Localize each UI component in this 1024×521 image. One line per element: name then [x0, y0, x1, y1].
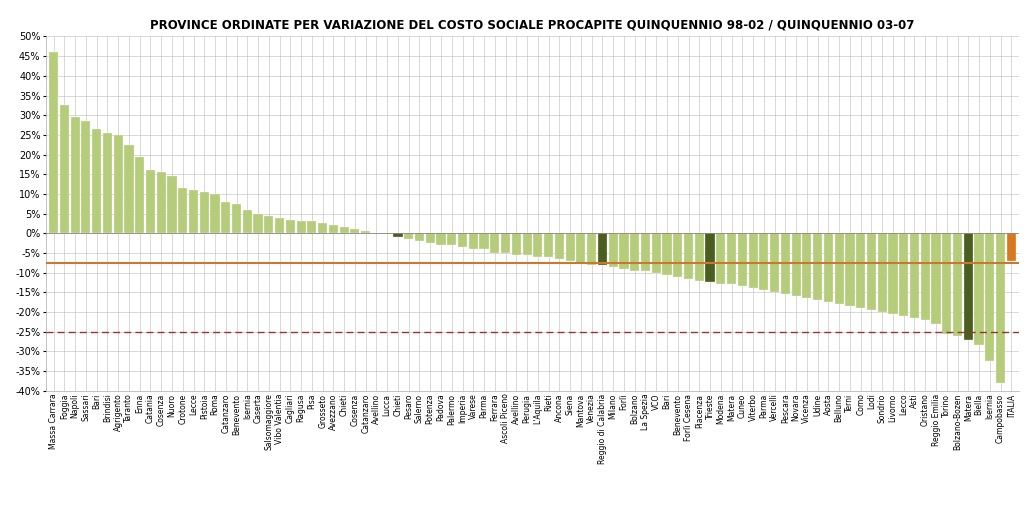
Bar: [803, 233, 811, 298]
Bar: [254, 214, 262, 233]
Bar: [889, 233, 898, 314]
Bar: [587, 233, 596, 265]
Bar: [81, 121, 90, 233]
Bar: [232, 204, 241, 233]
Bar: [145, 170, 155, 233]
Bar: [577, 233, 586, 263]
Bar: [932, 233, 941, 324]
Bar: [200, 192, 209, 233]
Bar: [286, 219, 295, 233]
Bar: [135, 156, 144, 233]
Bar: [953, 233, 963, 336]
Bar: [221, 202, 230, 233]
Bar: [544, 233, 553, 257]
Bar: [329, 226, 338, 233]
Bar: [318, 224, 328, 233]
Bar: [867, 233, 876, 310]
Bar: [501, 233, 510, 253]
Bar: [996, 233, 1006, 383]
Bar: [404, 233, 414, 239]
Bar: [189, 190, 198, 233]
Bar: [49, 52, 58, 233]
Bar: [436, 233, 445, 245]
Bar: [469, 233, 478, 249]
Bar: [426, 233, 435, 243]
Bar: [372, 232, 381, 233]
Bar: [157, 172, 166, 233]
Bar: [211, 194, 219, 233]
Bar: [383, 233, 392, 234]
Bar: [608, 233, 617, 267]
Bar: [651, 233, 660, 272]
Bar: [878, 233, 887, 312]
Bar: [124, 145, 133, 233]
Bar: [921, 233, 930, 320]
Bar: [1007, 233, 1016, 261]
Bar: [114, 135, 123, 233]
Bar: [447, 233, 457, 245]
Bar: [59, 105, 69, 233]
Bar: [71, 117, 80, 233]
Bar: [512, 233, 521, 255]
Bar: [964, 233, 973, 340]
Bar: [167, 176, 176, 233]
Bar: [694, 233, 703, 280]
Bar: [780, 233, 790, 294]
Bar: [716, 233, 725, 284]
Bar: [727, 233, 736, 284]
Bar: [749, 233, 758, 289]
Bar: [737, 233, 746, 287]
Bar: [479, 233, 488, 249]
Bar: [942, 233, 951, 333]
Title: PROVINCE ORDINATE PER VARIAZIONE DEL COSTO SOCIALE PROCAPITE QUINQUENNIO 98-02 /: PROVINCE ORDINATE PER VARIAZIONE DEL COS…: [151, 18, 914, 31]
Bar: [178, 188, 187, 233]
Bar: [824, 233, 833, 302]
Bar: [975, 233, 984, 345]
Bar: [522, 233, 531, 255]
Bar: [307, 221, 316, 233]
Bar: [340, 227, 349, 233]
Bar: [490, 233, 500, 253]
Bar: [792, 233, 801, 296]
Bar: [663, 233, 672, 275]
Bar: [630, 233, 639, 271]
Bar: [759, 233, 768, 290]
Bar: [641, 233, 650, 271]
Bar: [243, 209, 252, 233]
Bar: [673, 233, 682, 277]
Bar: [835, 233, 844, 304]
Bar: [813, 233, 822, 300]
Bar: [102, 133, 112, 233]
Bar: [534, 233, 543, 257]
Bar: [620, 233, 629, 269]
Bar: [770, 233, 779, 292]
Bar: [297, 221, 306, 233]
Bar: [415, 233, 424, 241]
Bar: [458, 233, 467, 247]
Bar: [846, 233, 854, 306]
Bar: [565, 233, 574, 261]
Bar: [555, 233, 564, 259]
Bar: [910, 233, 920, 318]
Bar: [706, 233, 715, 282]
Bar: [899, 233, 908, 316]
Bar: [393, 233, 402, 237]
Bar: [275, 218, 285, 233]
Bar: [361, 231, 371, 233]
Bar: [92, 129, 101, 233]
Bar: [264, 216, 273, 233]
Bar: [684, 233, 693, 279]
Bar: [985, 233, 994, 361]
Bar: [856, 233, 865, 308]
Bar: [350, 229, 359, 233]
Bar: [598, 233, 607, 265]
